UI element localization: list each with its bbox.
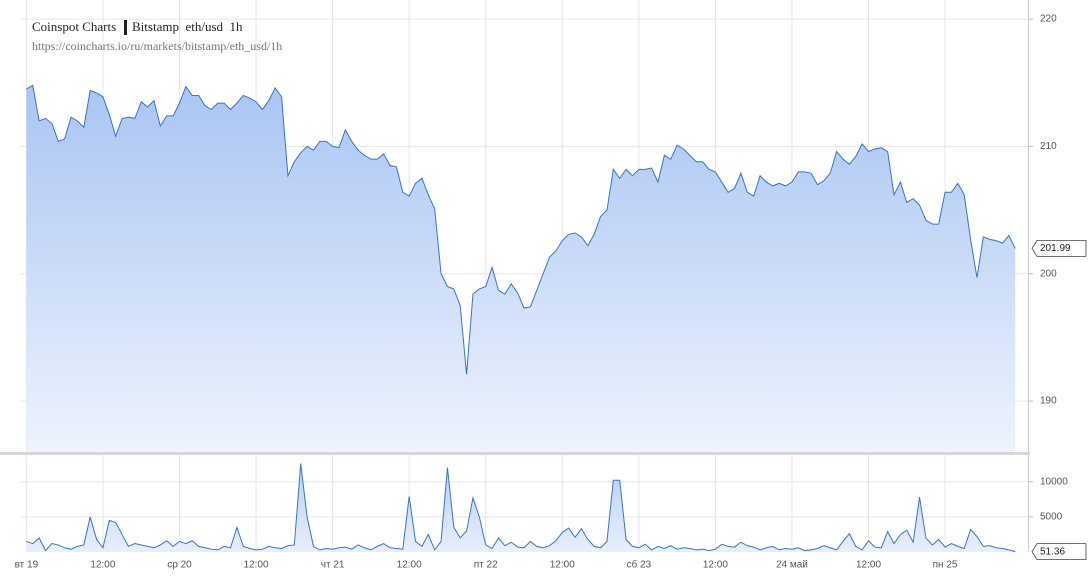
y-tick-label: 220 bbox=[1040, 14, 1057, 25]
last-value-label: 51.36 bbox=[1040, 546, 1065, 557]
x-tick-label: 24 май bbox=[776, 560, 808, 571]
x-tick-label: пт 22 bbox=[474, 560, 498, 571]
y-tick-label: 200 bbox=[1040, 268, 1057, 279]
axes-layer: 190 200 210 220 201.99 вт 19 12:00 ср 20 12:00 чт… bbox=[15, 0, 1087, 571]
y-tick-label: 5000 bbox=[1040, 511, 1063, 522]
line bbox=[26, 463, 1016, 553]
area-fill bbox=[26, 85, 1016, 452]
x-tick-label: сб 23 bbox=[627, 559, 652, 571]
last-value-tag bbox=[1031, 240, 1087, 257]
url[interactable]: https://coincharts.io/ru/markets/bitstam… bbox=[32, 39, 282, 53]
line bbox=[26, 84, 1016, 375]
x-tick-label: 12:00 bbox=[90, 560, 115, 571]
x-tick-label: 12:00 bbox=[397, 560, 422, 571]
x-tick-label: 12:00 bbox=[550, 560, 575, 571]
area-fill bbox=[26, 463, 1016, 552]
separator bbox=[124, 20, 127, 35]
y-tick-label: 190 bbox=[1040, 396, 1057, 407]
y-tick-label: 210 bbox=[1040, 141, 1057, 152]
x-tick-label: 12:00 bbox=[703, 560, 728, 571]
last-value-tag bbox=[1031, 543, 1087, 561]
x-tick-label: пн 25 bbox=[933, 560, 958, 571]
x-tick-label: чт 21 bbox=[321, 560, 345, 571]
x-tick-label: ср 20 bbox=[167, 560, 192, 571]
last-value-label: 201.99 bbox=[1040, 243, 1071, 254]
x-tick-label: 12:00 bbox=[244, 560, 269, 571]
x-tick-label: вт 19 bbox=[15, 560, 39, 571]
market: Bitstamp eth/usd 1h bbox=[132, 19, 243, 34]
x-tick-label: 12:00 bbox=[856, 560, 881, 571]
y-tick-label: 10000 bbox=[1040, 476, 1068, 487]
plot-layer bbox=[26, 84, 1016, 553]
brand: Coinspot Charts bbox=[32, 19, 116, 34]
